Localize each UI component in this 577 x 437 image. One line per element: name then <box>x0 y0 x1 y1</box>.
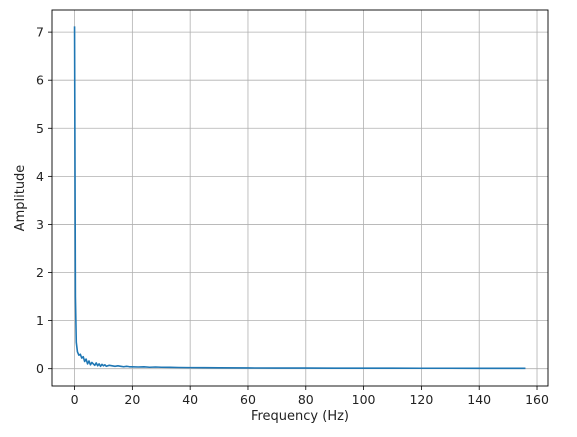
y-tick-label: 6 <box>36 73 44 88</box>
x-tick-label: 0 <box>71 392 79 407</box>
y-tick-label: 1 <box>36 313 44 328</box>
x-tick-label: 140 <box>467 392 491 407</box>
plot-frame <box>51 9 549 387</box>
x-tick-label: 160 <box>525 392 549 407</box>
x-tick-label: 60 <box>240 392 256 407</box>
x-axis-label: Frequency (Hz) <box>251 409 349 424</box>
y-tick-label: 5 <box>36 121 44 136</box>
grid-lines <box>52 10 548 386</box>
series-layer <box>73 26 526 370</box>
y-axis-ticks: 0 1 2 3 4 5 6 7 <box>36 25 52 376</box>
y-tick-label: 4 <box>36 169 44 184</box>
y-tick-label: 2 <box>36 265 44 280</box>
x-tick-label: 40 <box>182 392 198 407</box>
y-tick-label: 7 <box>36 25 44 40</box>
y-axis-label: Amplitude <box>13 165 28 232</box>
x-axis-ticks: 0 20 40 60 80 100 120 140 160 <box>71 386 549 407</box>
y-tick-label: 3 <box>36 217 44 232</box>
x-tick-label: 20 <box>124 392 140 407</box>
y-tick-label: 0 <box>36 361 44 376</box>
x-tick-label: 80 <box>298 392 314 407</box>
x-tick-label: 120 <box>409 392 433 407</box>
x-tick-label: 100 <box>352 392 376 407</box>
amplitude-series-line <box>73 26 526 370</box>
